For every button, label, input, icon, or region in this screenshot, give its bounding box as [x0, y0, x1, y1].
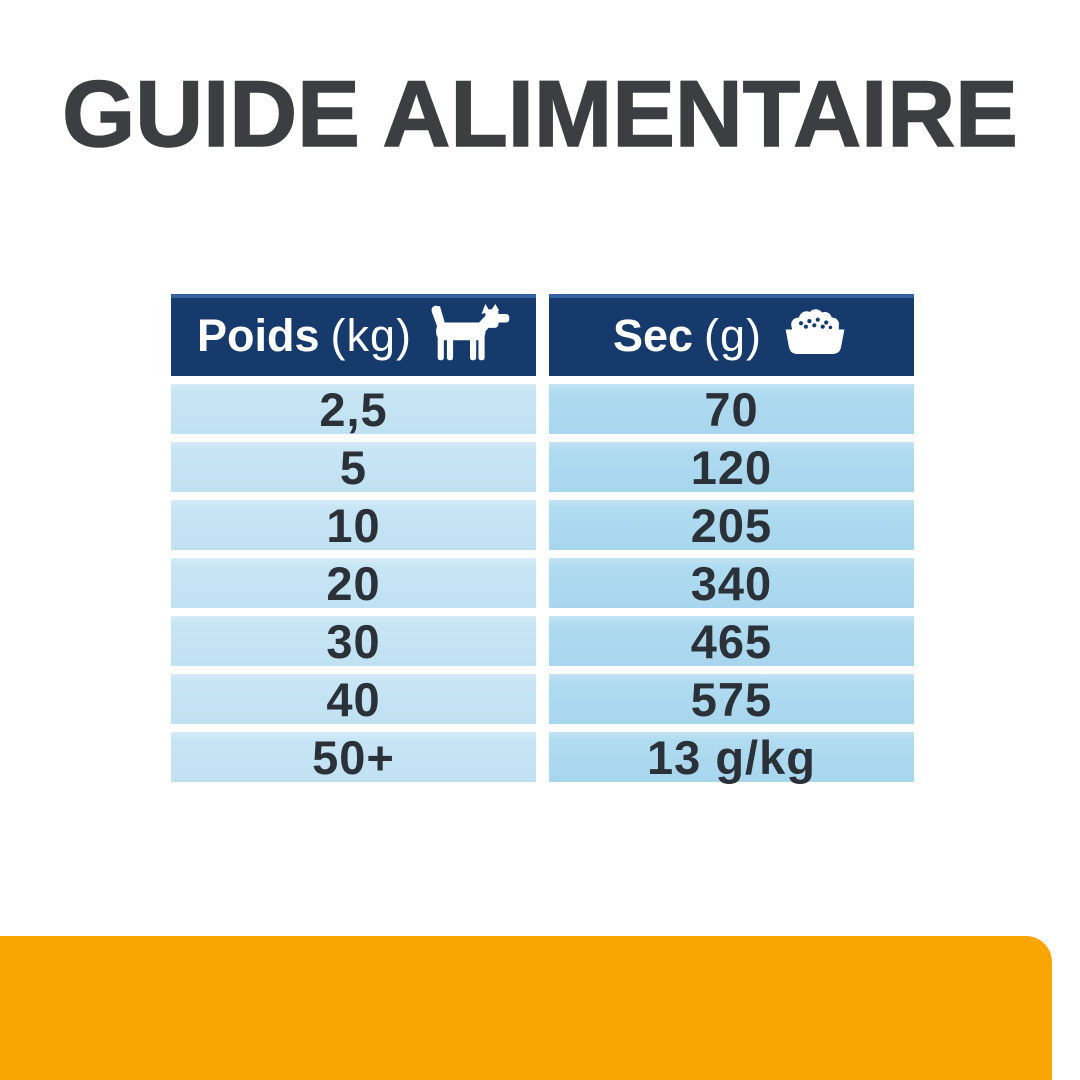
sec-header-text: Sec (g) — [613, 313, 762, 358]
poids-header-text: Poids (kg) — [197, 313, 412, 358]
poids-cell: 2,5 — [171, 383, 536, 436]
sec-cell: 70 — [549, 383, 914, 436]
poids-unit: (kg) — [330, 309, 413, 361]
col-header-sec: Sec (g) — [549, 294, 914, 376]
sec-cell: 575 — [549, 673, 914, 726]
poids-cell: 20 — [171, 557, 536, 610]
poids-cell: 40 — [171, 673, 536, 726]
page-title: GUIDE ALIMENTAIRE — [61, 61, 1018, 166]
dog-icon — [430, 304, 510, 366]
sec-cell: 465 — [549, 615, 914, 668]
poids-label: Poids — [196, 309, 320, 361]
sec-cell: 120 — [549, 441, 914, 494]
accent-band — [0, 936, 1052, 1080]
sec-cell: 13 g/kg — [549, 731, 914, 784]
sec-cell: 340 — [549, 557, 914, 610]
bowl-icon — [780, 307, 850, 364]
sec-cell: 205 — [549, 499, 914, 552]
poids-cell: 5 — [171, 441, 536, 494]
poids-cell: 10 — [171, 499, 536, 552]
sec-unit: (g) — [704, 309, 763, 361]
poids-cell: 30 — [171, 615, 536, 668]
sec-label: Sec — [612, 309, 694, 361]
col-header-poids: Poids (kg) — [171, 294, 536, 376]
feeding-guide-table: Poids (kg) — [171, 294, 914, 784]
poids-cell: 50+ — [171, 731, 536, 784]
